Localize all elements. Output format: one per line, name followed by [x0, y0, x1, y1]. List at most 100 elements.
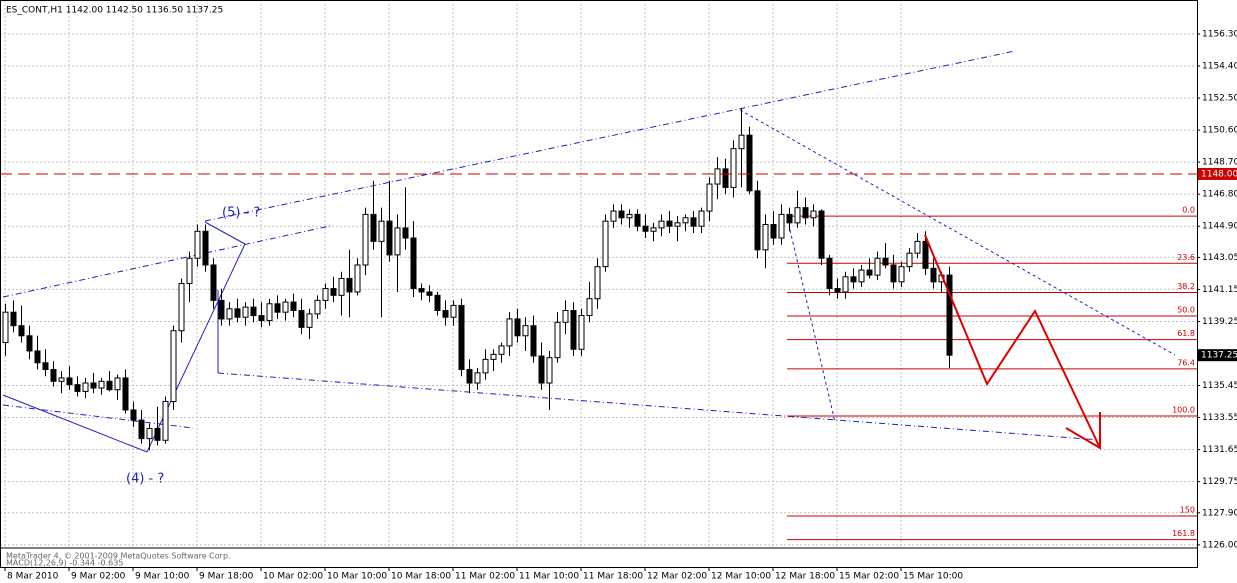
- candle-body: [266, 303, 273, 322]
- watermark: MetaTrader 4, © 2001-2009 MetaQuotes Sof…: [6, 552, 231, 561]
- candle-body: [610, 210, 617, 222]
- candle-body: [922, 240, 929, 269]
- y-tick-label: 1127.90: [1202, 508, 1237, 518]
- candle-body: [218, 299, 225, 320]
- candle-body: [514, 318, 521, 337]
- grid: [0, 0, 1197, 548]
- candle-body: [618, 210, 625, 219]
- y-tick-label: 1143.05: [1202, 253, 1237, 263]
- candle-body: [234, 308, 241, 318]
- y-tick-label: 1144.90: [1202, 222, 1237, 232]
- candle-body: [810, 210, 817, 219]
- y-tick-label: 1126.00: [1202, 540, 1237, 550]
- candle-body: [146, 428, 153, 440]
- candle-body: [714, 168, 721, 185]
- candle-body: [450, 304, 457, 318]
- y-tick-label: 1150.60: [1202, 126, 1237, 136]
- candle-body: [162, 401, 169, 441]
- fib-label: 150: [1180, 505, 1195, 514]
- candle-body: [570, 309, 577, 350]
- candle-body: [466, 368, 473, 384]
- candle-body: [58, 377, 65, 382]
- wave-label: (4) - ?: [126, 472, 164, 487]
- candle-body: [898, 266, 905, 283]
- candle-body: [178, 283, 185, 332]
- candle-body: [698, 210, 705, 227]
- y-tick-label: 1152.50: [1202, 94, 1237, 104]
- y-tick-label: 1141.15: [1202, 285, 1237, 295]
- candle-body: [410, 237, 417, 290]
- chart-title: ES_CONT,H1 1142.00 1142.50 1136.50 1137.…: [6, 6, 223, 16]
- candle-body: [274, 303, 281, 313]
- candle-body: [522, 325, 529, 337]
- candle-body: [242, 306, 249, 318]
- candle-body: [778, 213, 785, 239]
- x-tick-label: 9 Mar 10:00: [135, 572, 190, 582]
- x-tick-label: 10 Mar 18:00: [391, 572, 451, 582]
- candle-body: [154, 428, 161, 441]
- candle-body: [114, 377, 121, 391]
- indicator-label: MACD(12,26,9) -0.344 -0.635: [6, 559, 123, 568]
- candle-body: [250, 306, 257, 317]
- y-tick-label: 1135.45: [1202, 381, 1237, 391]
- candle-body: [722, 168, 729, 188]
- candle-body: [586, 298, 593, 317]
- candle-body: [818, 210, 825, 259]
- y-tick-label: 1131.65: [1202, 445, 1237, 455]
- candle-body: [554, 321, 561, 359]
- candle-body: [506, 318, 513, 347]
- candle-body: [74, 384, 81, 392]
- candle-body: [930, 267, 937, 283]
- fib-label: 0.0: [1182, 206, 1195, 215]
- y-tick-label: 1156.30: [1202, 30, 1237, 40]
- candle-body: [370, 213, 377, 242]
- candle-body: [42, 362, 49, 370]
- trendline: [217, 372, 1101, 441]
- candle-body: [658, 220, 665, 229]
- candle-body: [754, 190, 761, 251]
- candle-body: [138, 419, 145, 440]
- x-tick-label: 12 Mar 02:00: [647, 572, 707, 582]
- candle-body: [98, 380, 105, 389]
- candle-body: [498, 345, 505, 355]
- candle-body: [786, 213, 793, 224]
- price-label: 1148.00: [1201, 169, 1237, 179]
- trendline: [2, 225, 331, 298]
- wave-label: (5) - ?: [222, 206, 260, 221]
- fibonacci: 0.0 23.6 38.2 50.0 61.8 76.4 100.0 150 161.8: [787, 206, 1197, 541]
- x-tick-label: 15 Mar 10:00: [903, 572, 963, 582]
- candle-body: [34, 350, 41, 364]
- candle-body: [418, 288, 425, 293]
- candle-body: [546, 357, 553, 384]
- candle-body: [170, 330, 177, 403]
- fib-label: 50.0: [1177, 306, 1195, 315]
- trendline: [789, 229, 836, 423]
- candle-body: [434, 294, 441, 311]
- price-label-box: [1198, 167, 1237, 180]
- y-tick-label: 1139.25: [1202, 317, 1237, 327]
- x-tick-label: 9 Mar 18:00: [199, 572, 254, 582]
- candle-body: [482, 358, 489, 374]
- trendlines: [2, 50, 1176, 453]
- arrow-head: [1065, 412, 1101, 450]
- fib-label: 100.0: [1172, 406, 1195, 415]
- trendline: [2, 404, 194, 429]
- candle-body: [874, 257, 881, 276]
- candle-body: [322, 288, 329, 301]
- candle-body: [538, 355, 545, 384]
- candle-body: [330, 288, 337, 296]
- candle-body: [122, 377, 129, 411]
- y-tick-label: 1133.55: [1202, 413, 1237, 423]
- fib-label: 61.8: [1177, 329, 1195, 338]
- trendline: [204, 50, 1016, 222]
- fib-label: 23.6: [1177, 253, 1195, 262]
- candle-body: [562, 309, 569, 323]
- candle-body: [338, 277, 345, 296]
- x-tick-label: 15 Mar 02:00: [839, 572, 899, 582]
- candle-body: [378, 220, 385, 242]
- candle-body: [866, 269, 873, 276]
- candle-body: [386, 220, 393, 256]
- candle-body: [290, 301, 297, 311]
